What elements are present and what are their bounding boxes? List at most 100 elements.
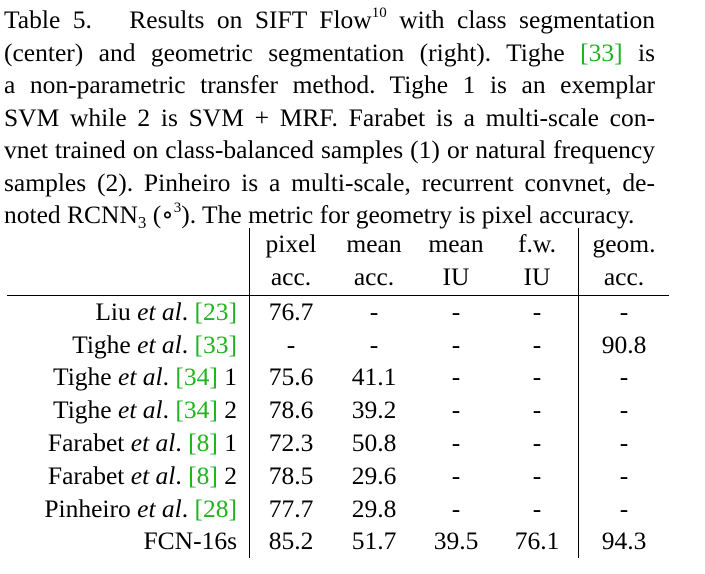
value-cell: -	[532, 427, 542, 457]
period: .	[181, 493, 189, 523]
table-row-fcn: FCN-16s 85.2 51.7 39.5 76.1 94.3	[7, 525, 669, 559]
value-cell: 76.1	[514, 526, 560, 556]
method-variant: 2	[217, 395, 237, 425]
et-al: et al	[137, 493, 182, 523]
value-cell: -	[451, 395, 461, 425]
caption-text: Results on SIFT Flow	[129, 5, 372, 34]
circ-superscript: 3	[173, 200, 182, 216]
et-al: et al	[118, 395, 163, 425]
caption-text: noted	[4, 200, 68, 229]
method-name: Farabet	[47, 460, 125, 490]
value-cell: -	[532, 460, 542, 490]
table-row: Tighe et al. [34] 2 78.6 39.2 - - -	[7, 394, 669, 427]
caption-text: with class segmentation	[386, 5, 656, 34]
caption-line-5: vnet trained on class-balanced samples (…	[4, 135, 655, 164]
value-cell: -	[578, 361, 669, 395]
caption-text: is	[622, 37, 655, 67]
value-cell: -	[532, 362, 542, 392]
method-name: Tighe	[72, 329, 131, 359]
table-row: Tighe et al. [33] - - - - 90.8	[7, 328, 669, 362]
value-cell: -	[578, 394, 669, 427]
value-cell: -	[578, 459, 669, 493]
caption-line-1: Table 5. Results on SIFT Flow10 with cla…	[4, 4, 655, 37]
method-variant: 2	[217, 460, 237, 490]
value-cell: -	[451, 427, 461, 457]
et-al: et al	[137, 329, 182, 359]
et-al: et al	[130, 427, 176, 457]
caption-text: ). The metric for geometry is pixel accu…	[181, 200, 635, 229]
method-name: Tighe	[53, 395, 112, 425]
value-cell: -	[451, 329, 461, 359]
value-cell: 39.2	[351, 395, 397, 425]
method-name: Farabet	[47, 427, 125, 457]
method-cell: Farabet et al. [8] 1	[7, 426, 250, 460]
header-acc: acc.	[332, 260, 416, 296]
citation-link[interactable]: [23]	[194, 296, 237, 326]
value-cell: -	[369, 329, 379, 359]
value-cell: 75.6	[268, 362, 314, 392]
table-row: Farabet et al. [8] 1 72.3 50.8 - - -	[7, 426, 669, 460]
citation-link[interactable]: [28]	[194, 493, 237, 523]
value-cell: -	[532, 329, 542, 359]
value-cell: 29.8	[351, 493, 397, 523]
value-cell: -	[451, 362, 461, 392]
value-cell: 29.6	[351, 460, 397, 490]
value-cell: 39.5	[433, 526, 479, 556]
value-cell: 51.7	[351, 526, 397, 556]
value-cell: -	[451, 460, 461, 490]
caption-line-2: (center) and geometric segmentation (rig…	[4, 37, 655, 70]
et-al: et al	[118, 362, 163, 392]
value-cell: 78.6	[268, 395, 314, 425]
method-name: Pinheiro	[44, 493, 131, 523]
header-method	[7, 260, 250, 296]
header-acc: acc.	[578, 260, 669, 296]
method-cell: Farabet et al. [8] 2	[7, 459, 250, 493]
value-cell: -	[578, 295, 669, 329]
rcnn-symbol: RCNN	[67, 200, 138, 229]
et-al: et al	[130, 460, 176, 490]
method-name: FCN-16s	[7, 525, 250, 559]
method-cell: Tighe et al. [33]	[7, 328, 250, 362]
method-variant: 1	[217, 427, 237, 457]
caption-line-6: samples (2). Pinheiro is a multi-scale, …	[4, 167, 655, 197]
method-variant: 1	[217, 362, 237, 392]
value-cell: -	[451, 296, 461, 326]
header-acc: acc.	[249, 260, 332, 296]
citation-link[interactable]: [34]	[175, 362, 218, 392]
header-row: pixel mean mean f.w. geom.	[7, 228, 669, 261]
citation-link[interactable]: [33]	[580, 37, 623, 67]
citation-link[interactable]: [8]	[188, 460, 218, 490]
value-cell: 50.8	[351, 427, 397, 457]
method-cell: Liu et al. [23]	[7, 295, 250, 329]
rcnn-subscript: 3	[137, 213, 147, 232]
method-cell: Tighe et al. [34] 1	[7, 361, 250, 395]
value-cell: -	[532, 395, 542, 425]
method-name: Tighe	[53, 362, 112, 392]
value-cell: 85.2	[268, 526, 314, 556]
caption-label: Table 5.	[4, 5, 92, 34]
period: .	[181, 329, 189, 359]
footnote-marker: 10	[371, 5, 387, 21]
citation-link[interactable]: [34]	[175, 395, 218, 425]
table-body: Liu et al. [23] 76.7- - - - Tighe et al. [33]…	[7, 295, 669, 559]
value-cell: 41.1	[351, 362, 397, 392]
period: .	[181, 296, 189, 326]
citation-link[interactable]: [33]	[194, 329, 237, 359]
et-al: et al	[137, 296, 182, 326]
header-fw: f.w.	[517, 229, 556, 258]
value-cell: 72.3	[268, 427, 314, 457]
value-cell: -	[532, 296, 542, 326]
header-pixel: pixel	[265, 229, 317, 258]
header-mean: mean	[428, 229, 484, 258]
caption-text: (center) and geometric segmentation (rig…	[4, 37, 581, 67]
period: .	[162, 362, 170, 392]
caption-line-7: noted RCNN3 (∘3). The metric for geometr…	[4, 199, 655, 232]
table-row: Pinheiro et al. [28] 77.7 29.8 - - -	[7, 492, 669, 526]
results-table: pixel mean mean f.w. geom. acc. acc. IU …	[7, 228, 669, 559]
header-row: acc. acc. IU IU acc.	[7, 260, 669, 296]
header-iu: IU	[416, 260, 496, 296]
period: .	[175, 427, 182, 457]
table-caption: Table 5. Results on SIFT Flow10 with cla…	[4, 4, 655, 232]
caption-line-3: a non-parametric transfer method. Tighe …	[4, 70, 655, 99]
citation-link[interactable]: [8]	[188, 427, 218, 457]
